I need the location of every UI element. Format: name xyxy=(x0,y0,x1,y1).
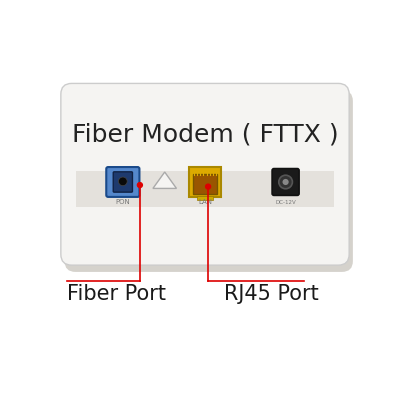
Circle shape xyxy=(279,175,292,189)
Polygon shape xyxy=(153,172,176,188)
Bar xyxy=(193,174,218,194)
Circle shape xyxy=(206,184,210,189)
Text: Fiber Port: Fiber Port xyxy=(67,284,166,304)
FancyBboxPatch shape xyxy=(106,167,140,197)
Text: PON: PON xyxy=(116,199,130,205)
FancyBboxPatch shape xyxy=(64,90,353,272)
FancyBboxPatch shape xyxy=(113,172,132,192)
Circle shape xyxy=(138,182,142,188)
Circle shape xyxy=(118,177,127,186)
Bar xyxy=(197,196,213,200)
FancyBboxPatch shape xyxy=(272,168,299,195)
Text: LAN: LAN xyxy=(198,199,212,205)
Bar xyxy=(189,166,221,197)
Text: DC-12V: DC-12V xyxy=(275,200,296,205)
Circle shape xyxy=(282,179,289,185)
Text: Fiber Modem ( FTTX ): Fiber Modem ( FTTX ) xyxy=(72,122,338,146)
Bar xyxy=(76,171,334,207)
Text: RJ45 Port: RJ45 Port xyxy=(224,284,318,304)
FancyBboxPatch shape xyxy=(61,84,349,265)
